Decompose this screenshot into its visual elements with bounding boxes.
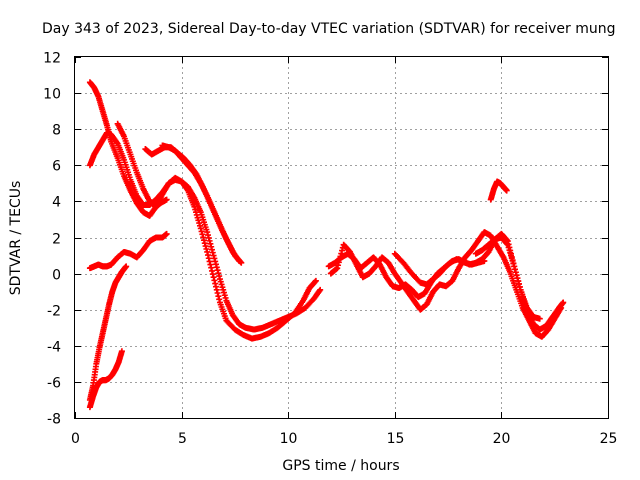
data-point [536, 315, 543, 322]
x-tick-label: 15 [387, 431, 405, 447]
data-point [503, 187, 510, 194]
y-tick-label: 12 [43, 51, 61, 67]
series-segment-11 [391, 250, 488, 288]
x-tick-label: 20 [493, 431, 511, 447]
data-point [163, 230, 170, 237]
data-points [86, 79, 567, 411]
data-point [560, 299, 567, 306]
y-tick-label: 0 [52, 268, 61, 284]
y-tick-labels: -8 -6 -4 -2 0 2 4 6 8 10 12 [43, 51, 61, 428]
series-segment-7 [86, 348, 125, 411]
grid-lines [75, 57, 608, 418]
series-segment-10 [327, 229, 565, 340]
series-segment-3 [114, 120, 170, 210]
y-tick-label: -8 [47, 412, 61, 428]
x-tick-label: 10 [280, 431, 298, 447]
y-tick-label: -2 [47, 304, 61, 320]
data-point [118, 348, 125, 355]
data-point [312, 277, 319, 284]
data-point [481, 257, 488, 264]
series-segment-8 [86, 263, 130, 403]
series-segment-6 [86, 230, 170, 272]
plot-frame [74, 56, 609, 419]
y-tick-label: 8 [52, 123, 61, 139]
chart-title: Day 343 of 2023, Sidereal Day-to-day VTE… [42, 21, 616, 37]
series-segment-12 [487, 178, 510, 203]
data-point [558, 304, 565, 311]
series-segment-5 [159, 142, 243, 264]
series-segment-13 [472, 230, 543, 322]
x-tick-labels: 0 5 10 15 20 25 [71, 431, 617, 447]
data-point [317, 286, 324, 293]
y-tick-label: -4 [47, 340, 61, 356]
y-tick-label: 10 [43, 87, 61, 103]
data-point [236, 257, 243, 264]
axis-ticks [75, 57, 609, 419]
y-tick-label: -6 [47, 376, 61, 392]
x-axis-label: GPS time / hours [282, 458, 399, 474]
x-tick-label: 5 [178, 431, 187, 447]
y-tick-label: 4 [52, 195, 61, 211]
data-point [508, 253, 515, 260]
x-tick-label: 25 [600, 431, 618, 447]
y-tick-label: 2 [52, 232, 61, 248]
data-point [163, 196, 170, 203]
x-tick-label: 0 [71, 431, 80, 447]
data-point [123, 263, 130, 270]
series-segment-2 [86, 129, 324, 333]
y-tick-label: 6 [52, 159, 61, 175]
y-axis-label: SDTVAR / TECUs [8, 181, 24, 296]
